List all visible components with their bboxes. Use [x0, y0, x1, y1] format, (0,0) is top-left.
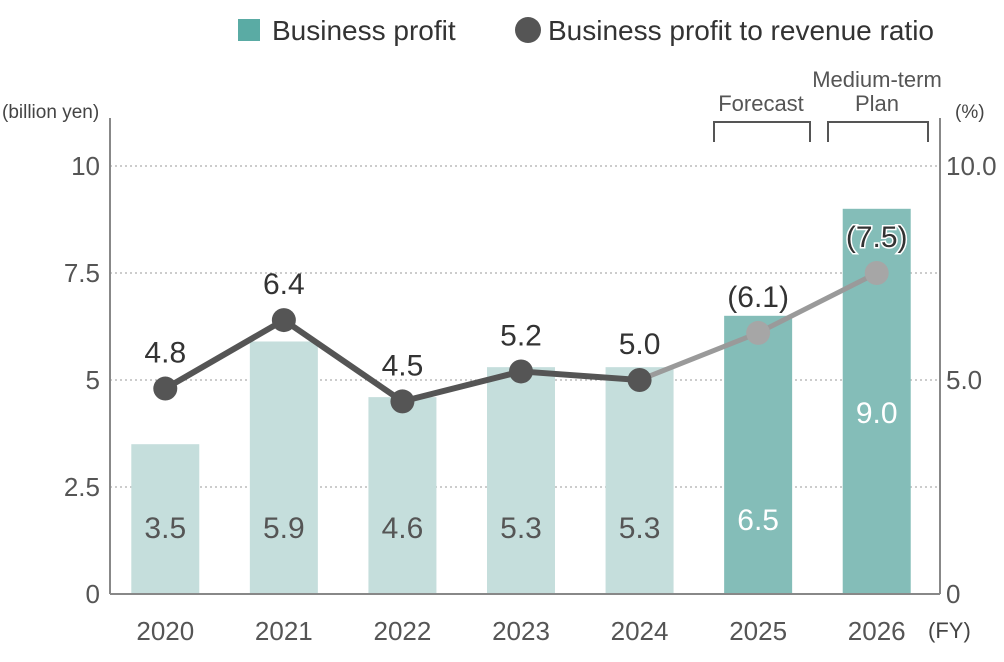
- left-tick-label-10: 10: [71, 151, 100, 181]
- bar-value-label-2026: 9.0: [856, 397, 898, 430]
- bar-value-label-2020: 3.5: [144, 512, 186, 545]
- left-tick-label-0: 0: [86, 579, 100, 609]
- ratio-marker-2026: [864, 261, 889, 285]
- bar-2025: [724, 315, 793, 594]
- left-axis-unit: (billion yen): [2, 102, 99, 123]
- ratio-marker-2021: [271, 308, 296, 333]
- x-axis-unit: (FY): [928, 618, 971, 643]
- left-tick-label-2.5: 2.5: [64, 472, 100, 502]
- right-tick-label-10.0: 10.0: [946, 151, 997, 181]
- x-tick-label-2024: 2024: [611, 616, 669, 646]
- plan-bracket-line: [827, 121, 929, 142]
- bar-2020: [131, 444, 200, 594]
- legend-line-label: Business profit to revenue ratio: [548, 15, 934, 46]
- ratio-marker-2022: [390, 389, 415, 414]
- bar-2022: [368, 397, 437, 594]
- forecast-bracket: Forecast: [713, 91, 811, 142]
- legend-bar-label: Business profit: [272, 15, 456, 46]
- labels: 3.5 5.9 4.6 5.3 5.3 6.5 9.0 4.8 6.4 4.5 5.2 5.0 (6.1…: [144, 220, 909, 546]
- bar-value-label-2023: 5.3: [500, 512, 542, 545]
- right-tick-label-0: 0: [946, 579, 960, 609]
- ratio-value-label-2024: 5.0: [619, 328, 661, 361]
- x-tick-label-2020: 2020: [136, 616, 194, 646]
- bar-value-label-2024: 5.3: [619, 512, 661, 545]
- left-tick-label-5: 5: [86, 365, 100, 395]
- forecast-bracket-line: [713, 121, 811, 142]
- x-tick-label-2022: 2022: [374, 616, 432, 646]
- ratio-line: [153, 261, 889, 414]
- bar-value-label-2022: 4.6: [382, 512, 424, 545]
- ratio-value-label-2025: (6.1): [727, 281, 789, 314]
- x-tick-label-2021: 2021: [255, 616, 313, 646]
- axes: 0 2.5 5 7.5 10 0 5.0 10.0 2020 2021 2022 2023 2024 20…: [64, 118, 997, 646]
- legend: Business profit Business profit to reven…: [238, 15, 934, 46]
- ratio-marker-2023: [509, 359, 533, 384]
- ratio-value-label-2026: (7.5): [846, 221, 908, 254]
- x-tick-label-2023: 2023: [492, 616, 550, 646]
- ratio-value-label-2022: 4.5: [382, 349, 424, 382]
- ratio-value-label-2023: 5.2: [500, 319, 542, 352]
- bar-value-label-2025: 6.5: [737, 504, 779, 537]
- legend-bar-swatch: [238, 19, 260, 41]
- ratio-value-label-2020: 4.8: [144, 337, 186, 370]
- plan-label-line1: Medium-term: [812, 67, 942, 92]
- right-axis-unit: (%): [955, 102, 985, 123]
- left-tick-label-7.5: 7.5: [64, 258, 100, 288]
- bar-2024: [605, 367, 674, 594]
- bar-2021: [249, 341, 318, 594]
- bar-value-label-2021: 5.9: [263, 512, 305, 545]
- bar-2023: [487, 367, 555, 594]
- forecast-label: Forecast: [718, 91, 804, 116]
- ratio-marker-2025: [746, 320, 771, 345]
- plan-label-line2: Plan: [855, 91, 899, 116]
- ratio-marker-2020: [153, 376, 178, 401]
- ratio-value-label-2021: 6.4: [263, 268, 305, 301]
- x-tick-label-2026: 2026: [848, 616, 906, 646]
- right-tick-label-5.0: 5.0: [946, 365, 982, 395]
- plan-bracket: Medium-term Plan: [812, 67, 942, 142]
- ratio-marker-2024: [627, 368, 652, 392]
- x-tick-label-2025: 2025: [729, 616, 787, 646]
- legend-line-marker: [515, 17, 541, 43]
